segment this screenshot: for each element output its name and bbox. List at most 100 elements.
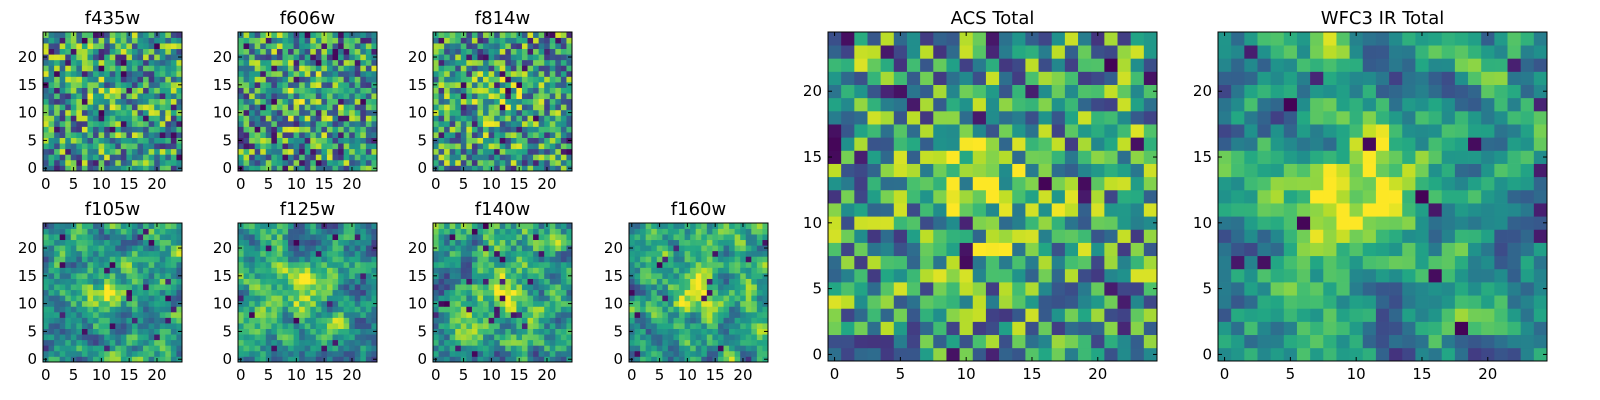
- heatmap-cell: [165, 165, 172, 172]
- heatmap-cell: [555, 98, 562, 105]
- heatmap-cell: [48, 300, 55, 307]
- heatmap-cell: [254, 82, 261, 88]
- heatmap-cell: [527, 356, 534, 363]
- heatmap-cell: [48, 165, 55, 172]
- heatmap-cell: [645, 345, 652, 352]
- heatmap-cell: [516, 317, 523, 324]
- heatmap-cell: [455, 306, 462, 313]
- heatmap-cell: [734, 356, 741, 363]
- heatmap-cell: [701, 345, 708, 352]
- heatmap-cell: [154, 65, 161, 72]
- heatmap-cell: [544, 37, 551, 44]
- heatmap-cell: [471, 132, 478, 138]
- heatmap-cell: [488, 76, 495, 83]
- heatmap-cell: [249, 132, 256, 138]
- heatmap-cell: [93, 98, 99, 105]
- heatmap-cell: [143, 87, 149, 94]
- heatmap-cell: [516, 289, 523, 296]
- heatmap-cell: [109, 278, 116, 285]
- heatmap-cell: [516, 239, 523, 246]
- heatmap-cell: [510, 104, 517, 111]
- heatmap-cell: [154, 289, 161, 296]
- heatmap-cell: [282, 59, 289, 66]
- heatmap-cell: [510, 76, 517, 83]
- heatmap-cell: [115, 350, 122, 357]
- heatmap-cell: [260, 289, 267, 296]
- heatmap-cell: [76, 228, 83, 235]
- heatmap-cell: [54, 65, 61, 72]
- heatmap-cell: [645, 284, 652, 291]
- heatmap-cell: [483, 228, 489, 235]
- heatmap-cell: [131, 59, 138, 66]
- heatmap-cell: [729, 295, 735, 302]
- heatmap-cell: [104, 37, 111, 44]
- heatmap-cell: [304, 154, 311, 161]
- heatmap-cell: [444, 261, 451, 268]
- heatmap-cell: [354, 323, 361, 329]
- heatmap-cell: [433, 154, 439, 161]
- heatmap-cell: [549, 250, 556, 257]
- heatmap-cell: [499, 356, 506, 363]
- heatmap-cell: [170, 93, 177, 100]
- heatmap-cell: [527, 32, 534, 38]
- heatmap-cell: [566, 261, 573, 268]
- heatmap-cell: [717, 323, 724, 329]
- heatmap-cell: [1012, 282, 1026, 296]
- heatmap-cell: [510, 278, 517, 285]
- heatmap-cell: [549, 54, 556, 61]
- heatmap-cell: [455, 137, 462, 144]
- heatmap-cell: [249, 256, 256, 263]
- heatmap-cell: [43, 311, 49, 318]
- heatmap-cell: [477, 306, 484, 313]
- heatmap-cell: [143, 70, 149, 77]
- heatmap-cell: [455, 59, 462, 66]
- heatmap-cell: [70, 43, 77, 50]
- heatmap-cell: [54, 261, 61, 268]
- heatmap-cell: [137, 37, 144, 44]
- heatmap-cell: [293, 82, 300, 88]
- heatmap-cell: [460, 65, 467, 72]
- heatmap-cell: [371, 126, 378, 133]
- heatmap-cell: [54, 234, 61, 241]
- heatmap-cell: [43, 278, 49, 285]
- heatmap-cell: [159, 159, 166, 166]
- heatmap-cell: [549, 239, 556, 246]
- heatmap-cell: [260, 234, 267, 241]
- heatmap-cell: [433, 59, 439, 66]
- heatmap-cell: [365, 317, 372, 324]
- heatmap-cell: [477, 261, 484, 268]
- heatmap-cell: [338, 132, 344, 138]
- heatmap-cell: [338, 43, 344, 50]
- heatmap-cell: [527, 328, 534, 335]
- heatmap-cell: [238, 234, 244, 241]
- heatmap-cell: [293, 289, 300, 296]
- heatmap-cell: [854, 347, 868, 362]
- heatmap-cell: [433, 278, 439, 285]
- heatmap-cell: [87, 65, 94, 72]
- heatmap-cell: [449, 132, 456, 138]
- heatmap-cell: [510, 120, 517, 127]
- heatmap-cell: [338, 104, 344, 111]
- heatmap-cell: [867, 295, 881, 309]
- heatmap-cell: [516, 245, 523, 252]
- heatmap-cell: [159, 317, 166, 324]
- heatmap-cell: [299, 165, 306, 172]
- heatmap-cell: [326, 273, 333, 279]
- heatmap-cell: [360, 323, 367, 329]
- heatmap-cell: [645, 306, 652, 313]
- heatmap-cell: [549, 115, 556, 122]
- heatmap-cell: [756, 306, 763, 313]
- heatmap-cell: [326, 43, 333, 50]
- heatmap-cell: [326, 356, 333, 363]
- heatmap-cell: [477, 32, 484, 38]
- heatmap-cell: [159, 278, 166, 285]
- heatmap-cell: [243, 256, 250, 263]
- heatmap-cell: [438, 148, 445, 155]
- heatmap-cell: [906, 308, 921, 322]
- heatmap-cell: [360, 339, 367, 346]
- heatmap-cell: [538, 70, 545, 77]
- heatmap-cell: [444, 104, 451, 111]
- heatmap-cell: [349, 104, 356, 111]
- heatmap-cell: [533, 250, 539, 257]
- heatmap-cell: [93, 154, 99, 161]
